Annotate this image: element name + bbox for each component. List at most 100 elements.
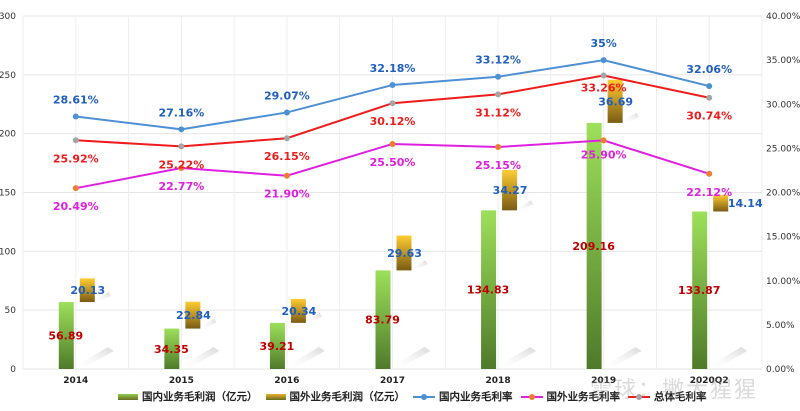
- watermark: 雪球：撇大猩猩: [590, 378, 759, 403]
- bar-domestic-profit: [481, 210, 497, 369]
- bar-domestic-profit: [58, 302, 74, 369]
- bar-foreign-profit: [502, 170, 518, 211]
- line-marker: [706, 94, 713, 101]
- line-marker: [706, 83, 713, 90]
- lines: [72, 57, 713, 192]
- bar-shadow: [728, 201, 745, 212]
- legend-label: 国外业务毛利率: [546, 391, 621, 403]
- bar-shadow: [94, 292, 111, 303]
- bar-shadow: [517, 200, 534, 211]
- x-tick-label: 2016: [274, 376, 299, 386]
- domestic-profit-label: 134.83: [467, 284, 509, 297]
- line-marker: [600, 137, 607, 144]
- bar-foreign-profit: [396, 235, 412, 271]
- domestic-profit-label: 83.79: [365, 314, 400, 327]
- right-tick-label: 5.00%: [766, 321, 795, 331]
- legend-line-swatch: [520, 392, 543, 402]
- line-marker: [72, 137, 79, 144]
- margin-label: 25.50%: [370, 156, 416, 169]
- x-tick-label: 2017: [380, 376, 405, 386]
- line-marker: [283, 135, 290, 142]
- foreign-profit-label: 22.84: [176, 309, 211, 322]
- domestic-profit-label: 133.87: [678, 284, 720, 297]
- legend-line-swatch: [628, 392, 650, 402]
- margin-label: 32.06%: [686, 63, 732, 76]
- x-axis: 2014 2015 2016 2017 2018 2019 2020Q2: [63, 376, 728, 386]
- left-axis: 0 50 100 150 200 250 300: [0, 12, 16, 375]
- domestic-profit-label: 209.16: [572, 240, 615, 253]
- x-tick-label: 2015: [169, 376, 194, 386]
- legend-item[interactable]: 总体毛利率: [628, 389, 707, 404]
- margin-label: 20.49%: [53, 200, 99, 213]
- legend-label: 国内业务毛利率: [439, 391, 513, 403]
- left-tick-label: 0: [10, 365, 16, 375]
- line-marker: [389, 82, 396, 89]
- x-tick-label: 2020Q2: [690, 376, 729, 386]
- bar-shadow: [411, 260, 428, 271]
- margin-label: 29.07%: [264, 89, 310, 102]
- left-tick-label: 200: [0, 130, 16, 140]
- left-tick-label: 150: [0, 189, 16, 199]
- bar-shadow: [622, 112, 639, 123]
- bar-domestic-profit: [269, 322, 285, 369]
- domestic-profit-label: 39.21: [260, 340, 295, 353]
- right-tick-label: 15.00%: [766, 233, 800, 243]
- bar-shadow: [707, 347, 748, 369]
- legend-label: 国内业务毛利润（亿元）: [142, 391, 258, 403]
- line-marker: [600, 72, 607, 79]
- bar-foreign-profit: [185, 301, 201, 329]
- legend-item[interactable]: 国外业务毛利率: [520, 389, 621, 404]
- bar-foreign-profit: [79, 278, 95, 303]
- foreign-profit-label: 34.27: [493, 184, 528, 197]
- right-tick-label: 10.00%: [766, 277, 800, 287]
- bar-foreign-profit: [713, 194, 729, 212]
- margin-label: 25.15%: [475, 159, 521, 172]
- bar-domestic-profit: [164, 328, 180, 369]
- bar-shadow: [496, 347, 537, 369]
- right-axis: 0.00% 5.00% 10.00% 15.00% 20.00% 25.00% 30.00%…: [766, 12, 800, 375]
- bar-shadow: [284, 347, 325, 369]
- left-tick-label: 50: [5, 306, 17, 316]
- domestic-profit-label: 34.35: [154, 343, 189, 356]
- bar-domestic-profit: [375, 270, 391, 369]
- bar-foreign-profit: [290, 298, 306, 323]
- margin-label: 33.12%: [475, 54, 521, 67]
- bar-foreign-profit: [607, 79, 623, 123]
- line-marker: [495, 144, 502, 151]
- foreign-profit-label: 36.69: [598, 95, 633, 108]
- left-tick-label: 250: [0, 71, 16, 81]
- bars: [58, 79, 748, 369]
- margin-label: 32.18%: [370, 62, 416, 75]
- foreign-profit-label: 14.14: [728, 197, 763, 210]
- bar-shadow: [390, 347, 431, 369]
- right-tick-label: 40.00%: [766, 12, 800, 22]
- margin-label: 25.92%: [53, 152, 99, 165]
- line-marker: [283, 109, 290, 116]
- line-marker: [495, 73, 502, 80]
- line-marker: [72, 113, 79, 120]
- bar-shadow: [73, 347, 114, 369]
- line-marker: [72, 185, 79, 192]
- line-marker: [389, 100, 396, 107]
- line-marker: [283, 172, 290, 179]
- foreign-profit-label: 20.13: [70, 284, 105, 297]
- bar-shadow: [305, 312, 322, 323]
- legend-item[interactable]: 国内业务毛利润（亿元）: [118, 389, 258, 404]
- bar-shadow: [200, 318, 217, 329]
- x-tick-label: 2018: [486, 376, 511, 386]
- margin-label: 22.77%: [158, 180, 204, 193]
- legend-line-swatch: [413, 392, 435, 402]
- line-marker: [178, 126, 185, 133]
- x-tick-label: 2019: [591, 376, 616, 386]
- legend-item[interactable]: 国外业务毛利润（亿元）: [265, 389, 405, 404]
- foreign-profit-label: 29.63: [387, 247, 422, 260]
- foreign-profit-label: 20.34: [282, 305, 317, 318]
- legend-item[interactable]: 国内业务毛利率: [413, 389, 513, 404]
- data-labels: 56.89 20.13 34.35 22.84 39.21 20.34 83.79 29.63…: [48, 37, 763, 356]
- legend: 国内业务毛利润（亿元） 国外业务毛利润（亿元） 国内业务毛利率 国外业务毛利率 总体毛利…: [118, 389, 715, 404]
- line-marker: [495, 91, 502, 98]
- gridlines: [22, 15, 763, 370]
- margin-label: 35%: [590, 37, 616, 50]
- right-tick-label: 30.00%: [766, 100, 800, 110]
